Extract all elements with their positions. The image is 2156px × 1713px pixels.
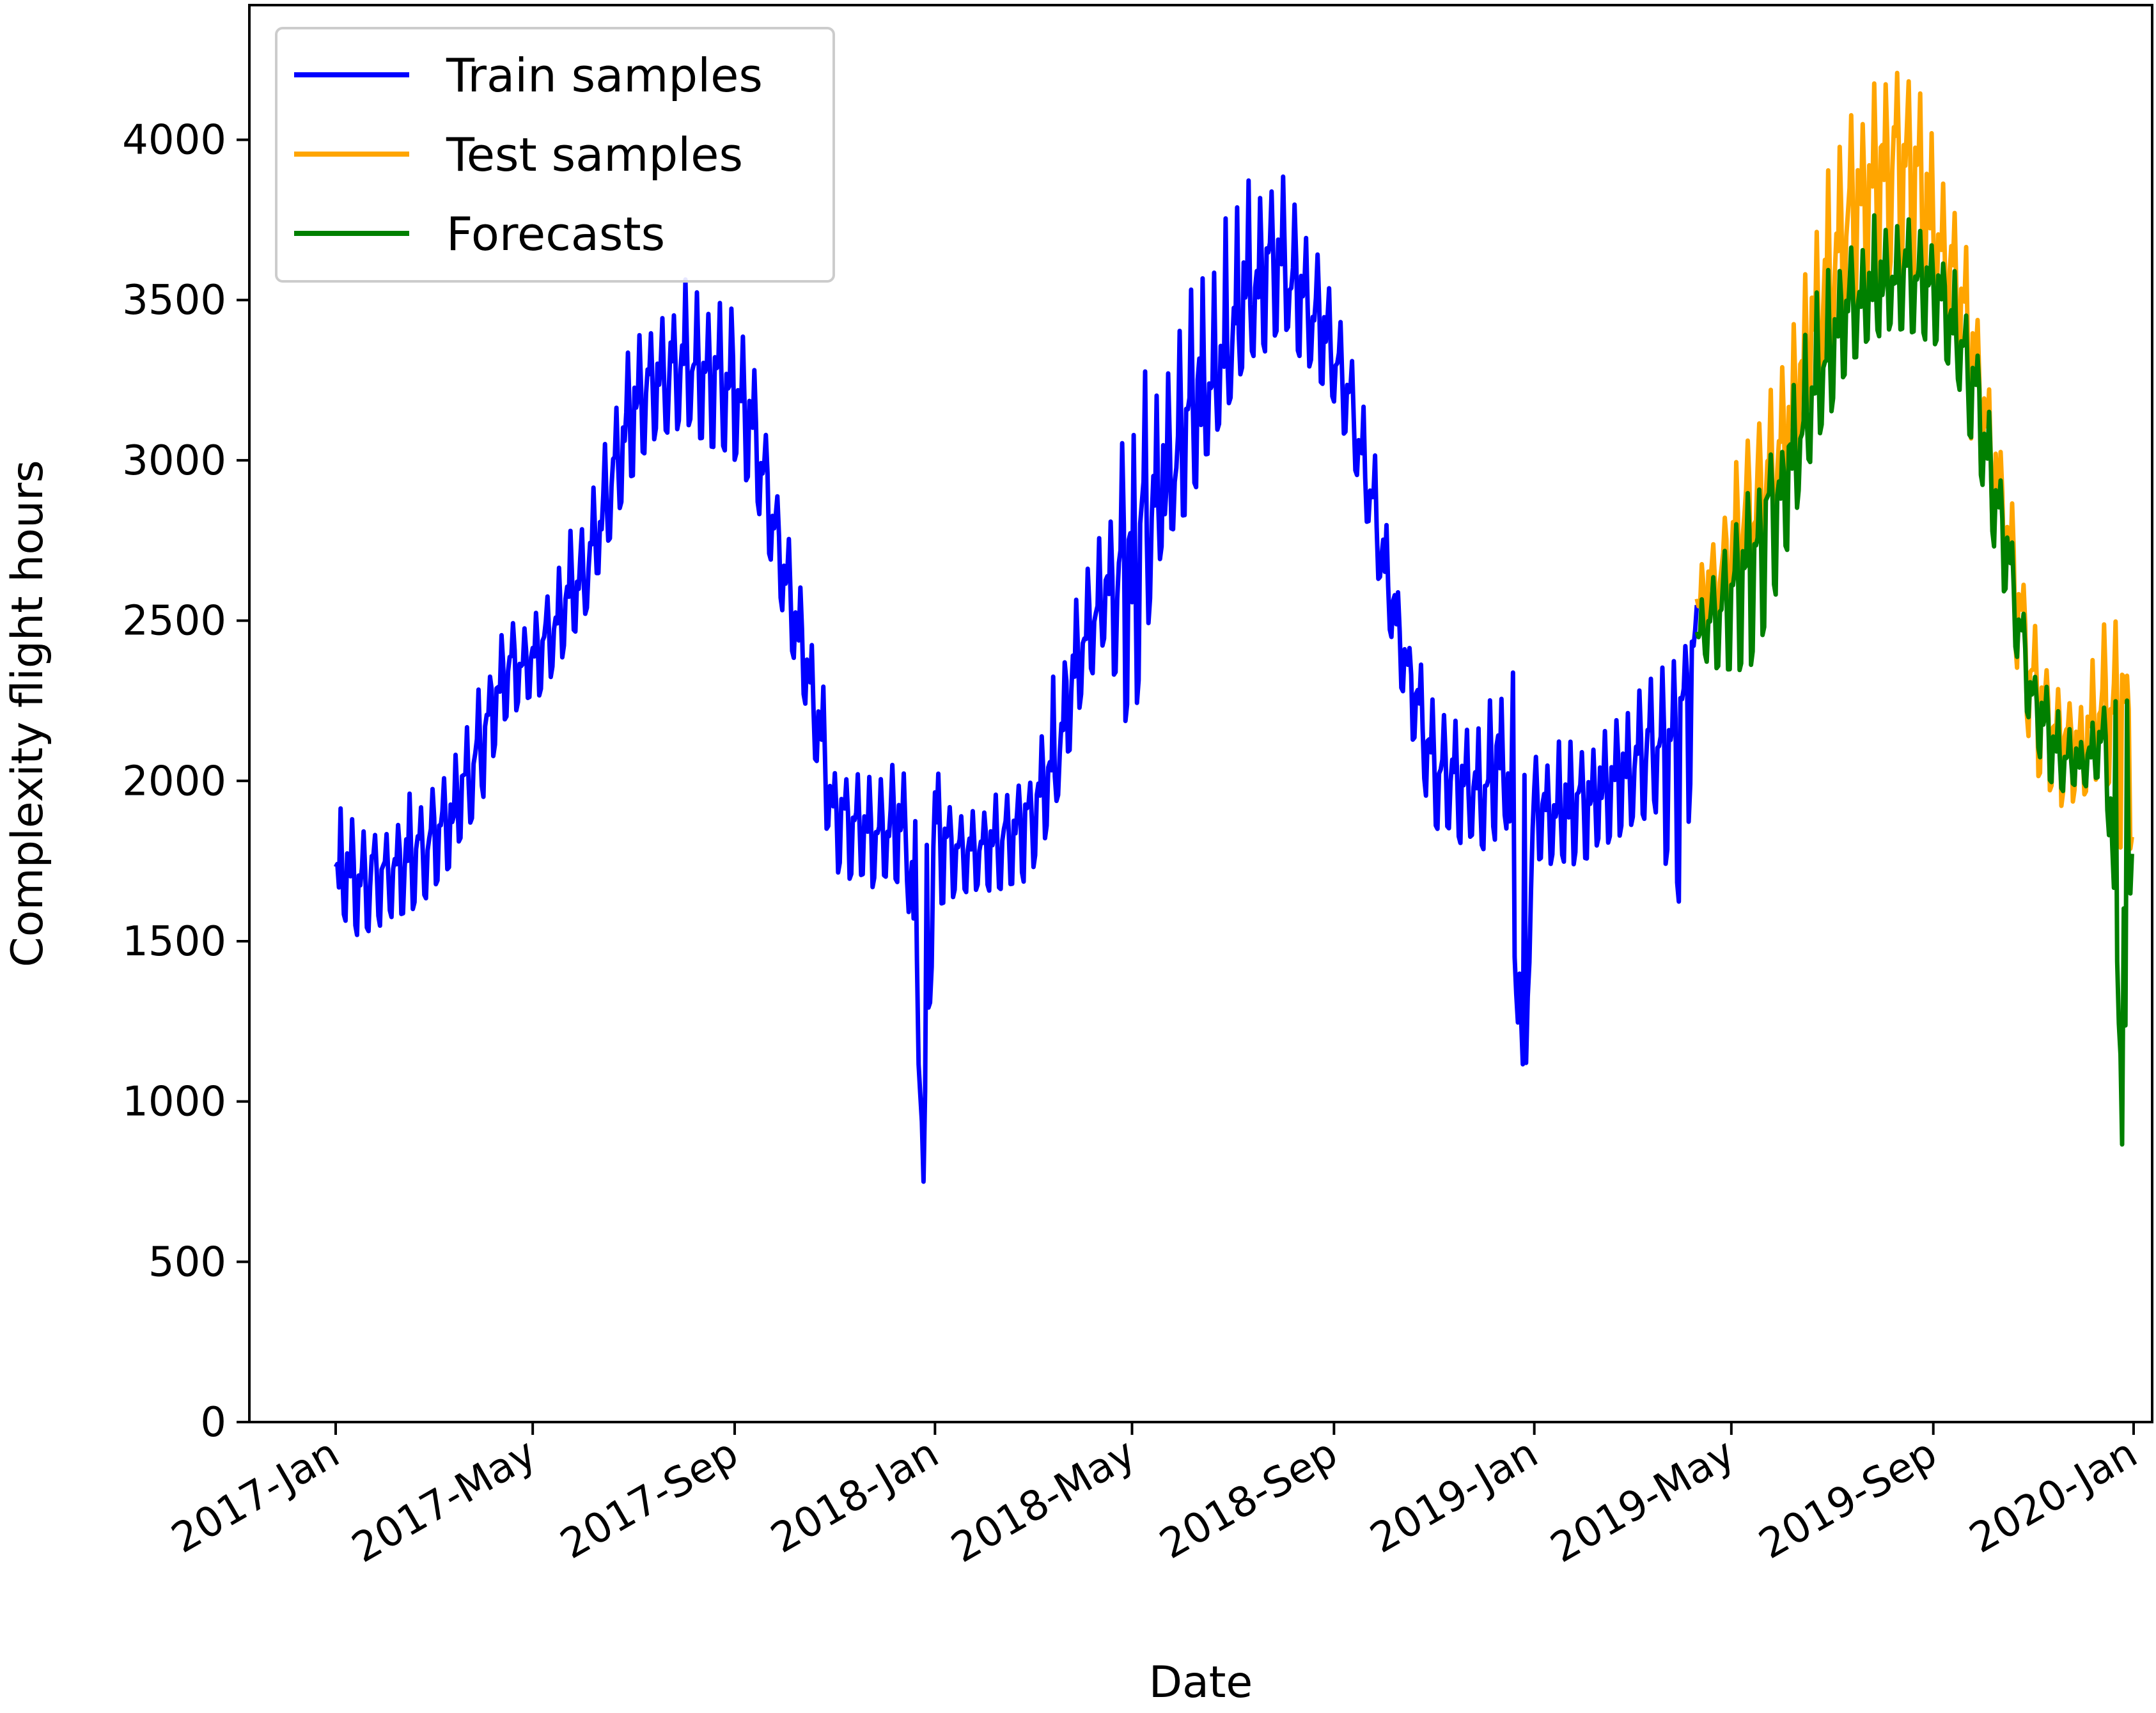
y-tick-label: 4000 [122,117,226,164]
legend: Train samples Test samples Forecasts [275,27,835,283]
legend-label-1: Train samples [446,49,763,102]
y-axis-title: Complexity flight hours [3,460,53,967]
y-tick-label: 2500 [122,598,226,645]
legend-box [275,27,835,283]
x-axis-title: Date [1149,1657,1253,1708]
legend-label-2: Test samples [446,128,743,182]
series-layer [333,70,2134,1184]
y-tick-label: 1500 [122,918,226,966]
y-tick-label: 0 [200,1399,226,1446]
series-line-3 [1694,213,2134,1147]
legend-label-3: Forecasts [446,207,665,261]
series-line-1 [333,174,1699,1184]
y-tick-label: 1000 [122,1079,226,1126]
y-tick-label: 3000 [122,437,226,485]
y-axis: 0 500 1000 1500 2000 2500 3000 3500 4000 [122,117,249,1446]
y-tick-label: 500 [148,1239,226,1286]
y-tick-label: 2000 [122,758,226,805]
y-tick-label: 3500 [122,277,226,324]
plot-frame [248,4,2153,1423]
